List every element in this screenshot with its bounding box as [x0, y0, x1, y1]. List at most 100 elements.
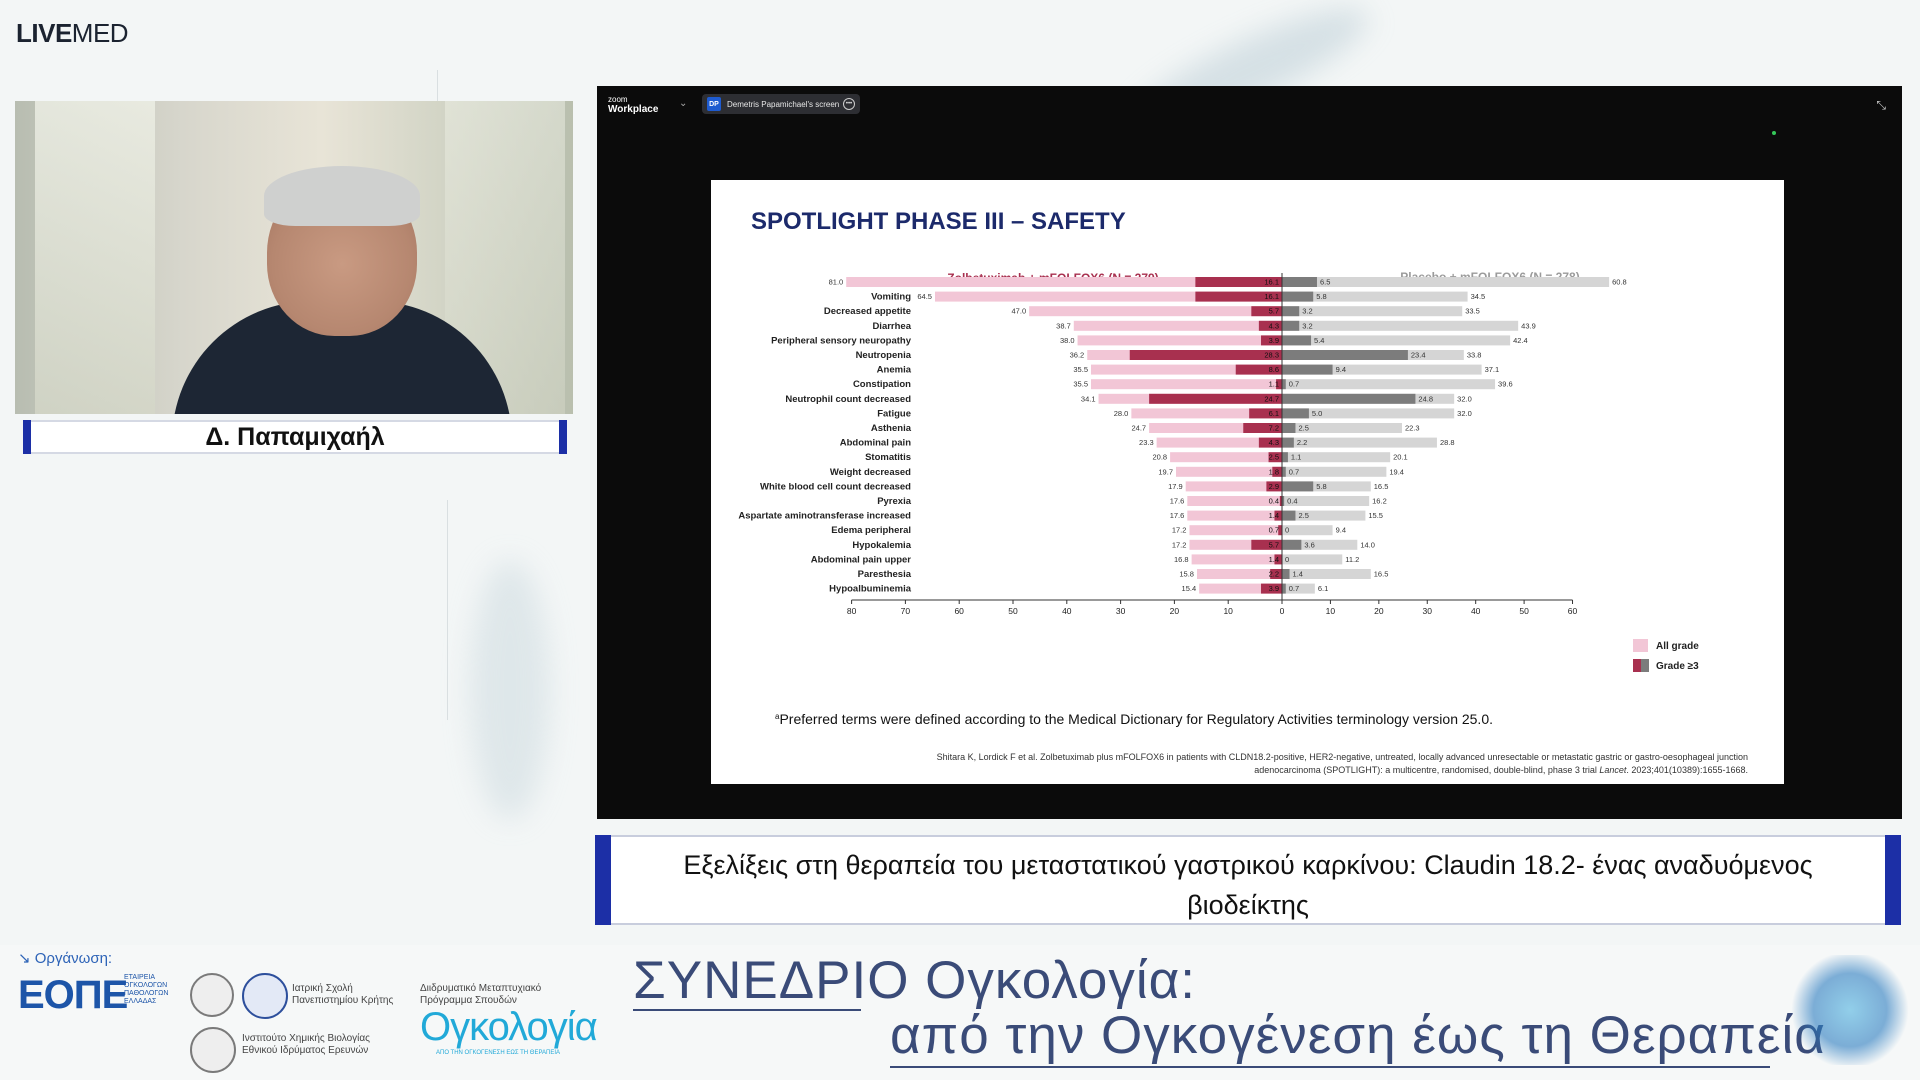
x-tick-label: 50	[1519, 606, 1529, 616]
institute-label: Ινστιτούτο Χημικής Βιολογίας Εθνικού Ιδρύ…	[242, 1033, 370, 1056]
value-label-right-grade3: 23.4	[1411, 351, 1426, 360]
bar-left-all-grade	[934, 291, 1282, 302]
x-tick-label: 30	[1116, 606, 1126, 616]
value-label-right-grade3: 5.4	[1314, 336, 1324, 345]
value-label-right-all: 34.5	[1471, 292, 1486, 301]
zoom-workplace-logo: zoom Workplace	[608, 95, 659, 115]
x-tick-label: 60	[1568, 606, 1578, 616]
bar-right-grade3	[1282, 306, 1300, 317]
category-label: Decreased appetite	[824, 306, 911, 317]
value-label-left-all: 36.2	[1070, 351, 1085, 360]
x-tick-label: 40	[1471, 606, 1481, 616]
value-label-left-all: 47.0	[1012, 307, 1027, 316]
program-logo: Ογκολογία	[420, 1005, 598, 1049]
screen-share-pill[interactable]: DP Demetris Papamichael's screen •••	[702, 94, 860, 114]
x-tick-label: 0	[1280, 606, 1285, 616]
value-label-left-grade3: 1.4	[1269, 511, 1279, 520]
value-label-left-all: 34.1	[1081, 394, 1096, 403]
bar-left-grade3	[1149, 393, 1282, 404]
speaker-video	[172, 161, 512, 414]
bar-left-all-grade	[1131, 408, 1282, 419]
category-label: Constipation	[853, 379, 911, 390]
medical-school-label: Ιατρική Σχολή Πανεπιστημίου Κρήτης	[292, 983, 394, 1006]
legend-swatch-all-grade	[1633, 639, 1648, 652]
zoom-screen-share: zoom Workplace ⌄ DP Demetris Papamichael'…	[597, 86, 1902, 819]
category-label: Fatigue	[877, 408, 911, 419]
value-label-left-grade3: 28.3	[1264, 351, 1279, 360]
bar-left-all-grade	[1199, 583, 1282, 594]
bar-left-grade3	[1129, 350, 1282, 360]
bar-right-all-grade	[1282, 583, 1315, 594]
value-label-right-grade3: 3.6	[1304, 540, 1314, 549]
bar-left-all-grade	[1077, 335, 1282, 346]
value-label-right-all: 14.0	[1360, 540, 1375, 549]
bar-left-grade3	[1235, 364, 1282, 375]
value-label-left-all: 35.5	[1073, 365, 1088, 374]
x-tick-label: 60	[954, 606, 964, 616]
category-label: Abdominal pain upper	[811, 554, 912, 565]
eope-subtitle: ΕΤΑΙΡΕΙΑ ΟΓΚΟΛΟΓΩΝ ΠΑΘΟΛΟΓΩΝ ΕΛΛΑΔΑΣ	[124, 974, 169, 1005]
value-label-right-all: 42.4	[1513, 336, 1528, 345]
bar-left-all-grade	[1176, 466, 1282, 477]
bar-right-grade3	[1282, 320, 1300, 331]
bar-left-grade3	[1195, 291, 1282, 302]
program-label: Διιδρυματικό Μεταπτυχιακό Πρόγραμμα Σπουδ…	[420, 983, 542, 1006]
value-label-right-all: 33.8	[1467, 351, 1482, 360]
value-label-right-all: 37.1	[1485, 365, 1500, 374]
legend-swatch-grade3-right	[1641, 659, 1649, 672]
conference-title-line-2: από την Ογκογένεση έως τη Θεραπεία	[890, 1006, 1826, 1065]
bar-right-all-grade	[1282, 554, 1343, 565]
value-label-right-all: 16.5	[1374, 482, 1389, 491]
value-label-left-all: 38.0	[1060, 336, 1075, 345]
x-tick-label: 40	[1062, 606, 1072, 616]
value-label-left-all: 38.7	[1056, 321, 1071, 330]
value-label-right-grade3: 2.5	[1298, 511, 1308, 520]
value-label-left-grade3: 1.1	[1269, 380, 1279, 389]
value-label-right-grade3: 1.1	[1291, 453, 1301, 462]
value-label-left-grade3: 3.9	[1269, 336, 1279, 345]
value-label-right-grade3: 9.4	[1336, 365, 1346, 374]
more-options-icon[interactable]: •••	[843, 98, 855, 110]
bar-right-all-grade	[1282, 306, 1463, 317]
category-label: Hypoalbuminemia	[829, 584, 912, 595]
value-label-right-grade3: 0	[1285, 526, 1289, 535]
bar-right-all-grade	[1282, 496, 1370, 506]
x-tick-label: 10	[1223, 606, 1233, 616]
bar-right-grade3	[1282, 364, 1333, 375]
value-label-left-grade3: 8.6	[1269, 365, 1279, 374]
value-label-left-grade3: 0.7	[1269, 526, 1279, 535]
chevron-down-icon[interactable]: ⌄	[679, 98, 688, 109]
bar-right-grade3	[1282, 291, 1314, 302]
status-dot-icon	[1772, 131, 1776, 135]
value-label-right-all: 11.2	[1345, 555, 1359, 564]
bar-right-all-grade	[1282, 539, 1358, 550]
value-label-right-all: 9.4	[1336, 526, 1346, 535]
value-label-left-grade3: 16.1	[1264, 292, 1279, 301]
bar-right-grade3	[1282, 539, 1302, 550]
bar-right-all-grade	[1282, 277, 1610, 287]
exit-fullscreen-icon[interactable]: ⤡	[1876, 98, 1886, 112]
value-label-right-all: 6.1	[1318, 584, 1328, 593]
bar-left-grade3	[1249, 408, 1282, 419]
category-label: Peripheral sensory neuropathy	[771, 335, 912, 346]
bar-right-all-grade	[1282, 452, 1391, 463]
value-label-left-grade3: 6.1	[1269, 409, 1279, 418]
value-label-right-grade3: 5.8	[1316, 292, 1326, 301]
value-label-right-all: 16.2	[1372, 497, 1387, 506]
bar-right-all-grade	[1282, 569, 1371, 579]
bar-right-grade3	[1282, 335, 1312, 346]
institute-seal-icon	[190, 1027, 236, 1073]
speaker-name: Δ. Παπαμιχαήλ	[205, 422, 385, 451]
bar-left-all-grade	[1187, 496, 1282, 506]
bar-left-all-grade	[1170, 452, 1282, 463]
bar-left-grade3	[1261, 335, 1282, 346]
category-label: Hypokalemia	[852, 540, 911, 551]
bar-right-grade3	[1282, 350, 1408, 360]
value-label-right-grade3: 5.0	[1312, 409, 1322, 418]
value-label-left-all: 81.0	[829, 278, 844, 287]
value-label-right-all: 15.5	[1368, 511, 1383, 520]
conference-underline-1	[633, 1009, 861, 1011]
x-tick-label: 70	[901, 606, 911, 616]
value-label-left-grade3: 5.7	[1269, 307, 1279, 316]
bar-right-grade3	[1282, 569, 1290, 579]
